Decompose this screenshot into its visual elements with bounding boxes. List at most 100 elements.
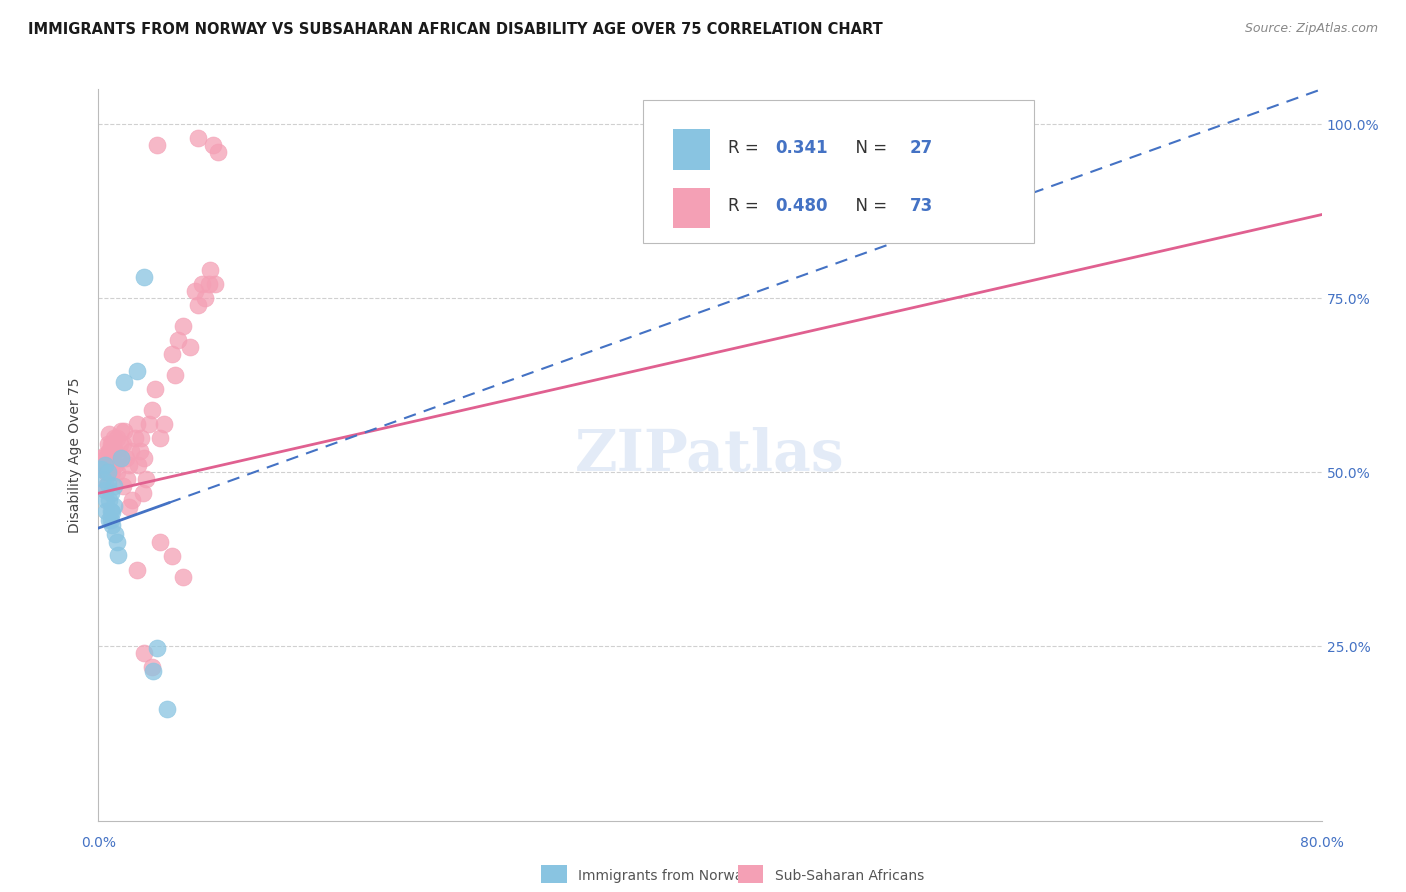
Text: 80.0%: 80.0% (1299, 837, 1344, 850)
Point (111, 437, 134, 451)
Point (93, 462, 115, 476)
Point (160, 347, 183, 361)
Point (101, 466, 124, 480)
Point (125, 364, 148, 378)
Point (105, 535, 128, 549)
Text: 0.0%: 0.0% (82, 837, 115, 850)
Point (100, 466, 122, 480)
Point (107, 451, 129, 466)
Point (98, 513, 121, 527)
Point (100, 486, 122, 500)
Point (97, 477, 120, 491)
Point (107, 548, 129, 562)
Point (97, 466, 120, 480)
Text: ZIPatlas: ZIPatlas (575, 427, 845, 483)
Point (98, 492, 121, 507)
Point (100, 437, 122, 451)
Point (104, 526, 127, 541)
Point (117, 472, 139, 486)
Point (172, 570, 194, 584)
Text: R =: R = (728, 139, 765, 157)
Point (143, 382, 166, 396)
Point (100, 504, 122, 518)
Point (134, 270, 156, 285)
Point (149, 535, 172, 549)
Point (91, 472, 114, 486)
Text: R =: R = (728, 197, 765, 215)
Y-axis label: Disability Age Over 75: Disability Age Over 75 (69, 377, 83, 533)
Point (115, 451, 138, 466)
Point (145, 137, 167, 152)
Point (120, 444, 142, 458)
Point (97, 455, 120, 469)
Point (97, 466, 120, 480)
Point (132, 486, 155, 500)
Point (93, 458, 115, 473)
Point (134, 451, 156, 466)
Point (112, 375, 135, 389)
Point (187, 131, 209, 145)
Point (111, 479, 134, 493)
Point (104, 458, 127, 473)
Point (135, 472, 157, 486)
Point (110, 451, 132, 466)
Point (100, 451, 122, 466)
Point (134, 647, 156, 661)
Point (104, 444, 127, 458)
Point (94, 451, 117, 466)
Point (101, 458, 124, 473)
Point (197, 277, 219, 292)
Point (141, 660, 163, 674)
Point (153, 417, 176, 431)
Point (103, 430, 125, 444)
Point (93, 448, 115, 462)
Point (91, 458, 114, 473)
Bar (673, 188, 710, 228)
Point (149, 430, 172, 444)
Text: 0.341: 0.341 (775, 139, 828, 157)
Point (93, 483, 115, 497)
Point (101, 437, 124, 451)
Point (90, 462, 112, 476)
Point (172, 319, 194, 334)
Point (118, 458, 141, 473)
Point (145, 640, 167, 655)
Point (142, 664, 165, 678)
Point (125, 563, 148, 577)
Text: 27: 27 (910, 139, 932, 157)
Point (184, 284, 207, 298)
Point (110, 451, 132, 466)
Point (105, 466, 128, 480)
Point (204, 277, 226, 292)
Point (160, 549, 183, 563)
Point (138, 417, 160, 431)
Point (103, 444, 125, 458)
Point (121, 493, 143, 508)
Point (101, 517, 124, 532)
Text: N =: N = (845, 139, 891, 157)
Point (108, 437, 131, 451)
Text: IMMIGRANTS FROM NORWAY VS SUBSAHARAN AFRICAN DISABILITY AGE OVER 75 CORRELATION : IMMIGRANTS FROM NORWAY VS SUBSAHARAN AFR… (28, 22, 883, 37)
Point (94, 503, 117, 517)
Text: Immigrants from Norway: Immigrants from Norway (578, 869, 751, 883)
Point (202, 137, 225, 152)
Point (103, 499, 125, 513)
Point (94, 466, 117, 480)
Point (127, 458, 149, 473)
Point (163, 368, 186, 382)
FancyBboxPatch shape (643, 100, 1035, 243)
Point (101, 505, 124, 519)
Text: N =: N = (845, 197, 891, 215)
Point (98, 427, 121, 442)
Point (128, 444, 150, 458)
Point (129, 430, 152, 444)
Text: 0.480: 0.480 (775, 197, 827, 215)
Text: Sub-Saharan Africans: Sub-Saharan Africans (775, 869, 924, 883)
Bar (673, 129, 710, 169)
Point (97, 437, 120, 451)
Text: Source: ZipAtlas.com: Source: ZipAtlas.com (1244, 22, 1378, 36)
Point (141, 402, 163, 417)
Point (90, 451, 112, 466)
Point (125, 417, 148, 431)
Point (118, 500, 141, 515)
